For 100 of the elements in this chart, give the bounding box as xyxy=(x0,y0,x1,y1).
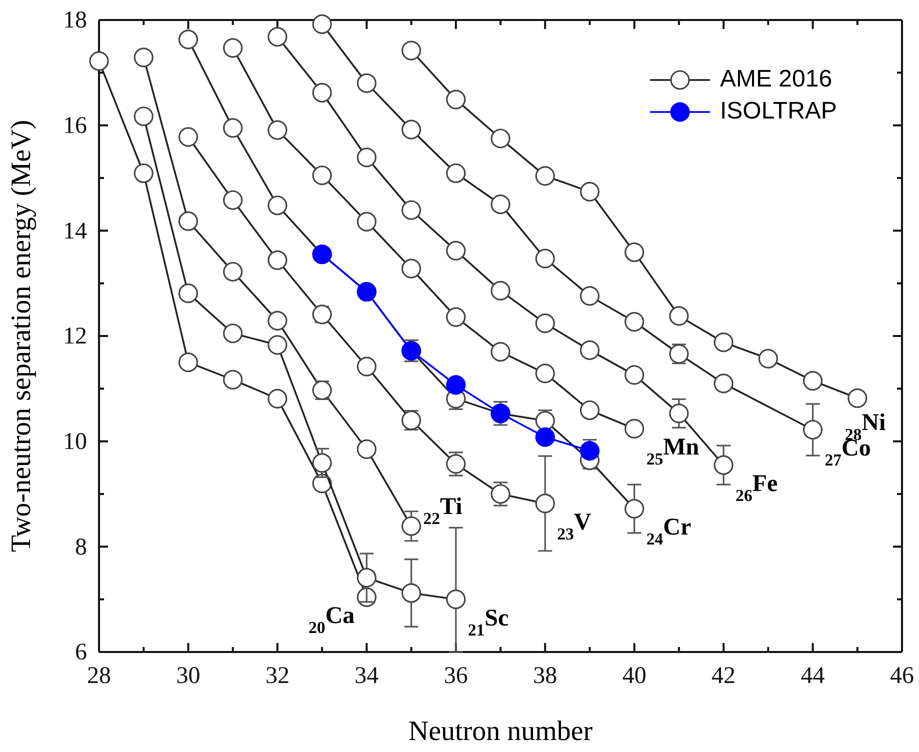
point xyxy=(268,388,288,408)
annotation: $_{21}$Sc xyxy=(468,605,510,639)
point xyxy=(178,127,198,147)
y-axis-title: Two-neutron separation energy (MeV) xyxy=(6,120,37,552)
point xyxy=(268,250,288,270)
point xyxy=(356,212,376,232)
point xyxy=(624,312,644,332)
point xyxy=(401,583,422,603)
point xyxy=(535,494,555,514)
point xyxy=(624,498,644,519)
point xyxy=(223,38,243,58)
point xyxy=(580,441,600,461)
x-tick-label: 28 xyxy=(87,663,111,690)
x-tick-label: 40 xyxy=(622,663,646,690)
x-tick-label: 42 xyxy=(712,663,736,690)
y-tick-label: 12 xyxy=(63,324,87,350)
point xyxy=(312,14,332,34)
annotation: $_{25}$Mn xyxy=(646,434,700,468)
point xyxy=(490,128,510,148)
point xyxy=(446,90,466,110)
point xyxy=(356,356,376,376)
point xyxy=(535,427,555,447)
point xyxy=(535,248,555,268)
annotation: $_{22}$Ti xyxy=(423,494,463,528)
point xyxy=(268,27,288,47)
point xyxy=(401,516,422,536)
point xyxy=(223,324,243,344)
point xyxy=(714,332,734,352)
point xyxy=(401,40,422,60)
y-tick-label: 6 xyxy=(75,640,87,666)
point xyxy=(535,364,555,384)
point xyxy=(669,404,689,424)
point xyxy=(268,310,288,331)
point xyxy=(356,73,376,93)
point xyxy=(268,196,288,216)
point xyxy=(401,200,422,220)
x-tick-label: 44 xyxy=(800,663,825,690)
point xyxy=(178,211,198,231)
x-tick-label: 46 xyxy=(890,663,914,690)
x-tick-label: 38 xyxy=(533,663,558,690)
point xyxy=(446,307,466,327)
point xyxy=(624,365,644,385)
annotation: $_{23}$V xyxy=(557,509,592,543)
y-tick-label: 18 xyxy=(63,8,87,34)
point xyxy=(89,51,109,71)
point xyxy=(268,120,288,140)
legend-label: ISOLTRAP xyxy=(720,97,837,124)
point xyxy=(446,375,466,395)
point xyxy=(401,120,422,140)
point xyxy=(223,190,243,210)
point xyxy=(802,420,823,440)
point xyxy=(446,590,466,610)
point xyxy=(178,30,198,50)
annotation: $_{20}$Ca xyxy=(308,603,355,637)
point xyxy=(223,370,243,390)
y-tick-label: 8 xyxy=(75,534,87,560)
point xyxy=(580,400,600,420)
point xyxy=(312,453,332,473)
point xyxy=(178,352,198,372)
point xyxy=(580,182,600,202)
x-tick-label: 36 xyxy=(444,663,468,690)
point xyxy=(356,148,376,168)
point xyxy=(312,166,332,186)
point xyxy=(446,240,466,260)
y-tick-label: 14 xyxy=(63,218,87,244)
point xyxy=(490,194,510,214)
point xyxy=(580,340,600,360)
point xyxy=(535,166,555,186)
point xyxy=(624,242,644,262)
point xyxy=(134,163,154,184)
point xyxy=(134,48,154,68)
point xyxy=(669,306,689,326)
point xyxy=(802,370,823,391)
legend-label: AME 2016 xyxy=(720,65,832,92)
point xyxy=(535,314,555,334)
x-axis-title: Neutron number xyxy=(408,716,594,747)
point xyxy=(758,348,778,368)
y-tick-label: 10 xyxy=(63,429,87,456)
point xyxy=(490,342,510,362)
point xyxy=(134,106,154,126)
point xyxy=(356,568,376,588)
x-tick-label: 30 xyxy=(176,663,200,690)
point xyxy=(490,280,510,301)
annotation: $_{26}$Fe xyxy=(736,471,778,505)
point xyxy=(223,262,243,282)
annotation: $_{24}$Cr xyxy=(646,514,692,548)
x-tick-label: 32 xyxy=(265,663,290,690)
point xyxy=(714,374,734,394)
point xyxy=(580,286,600,306)
point xyxy=(356,439,376,460)
x-tick-label: 34 xyxy=(354,663,379,690)
point xyxy=(714,455,734,475)
point xyxy=(268,335,288,355)
point xyxy=(624,418,644,438)
point xyxy=(312,82,332,102)
point xyxy=(446,163,466,184)
point xyxy=(223,118,243,138)
point xyxy=(401,258,422,278)
y-tick-label: 16 xyxy=(63,113,87,140)
point xyxy=(848,388,868,408)
